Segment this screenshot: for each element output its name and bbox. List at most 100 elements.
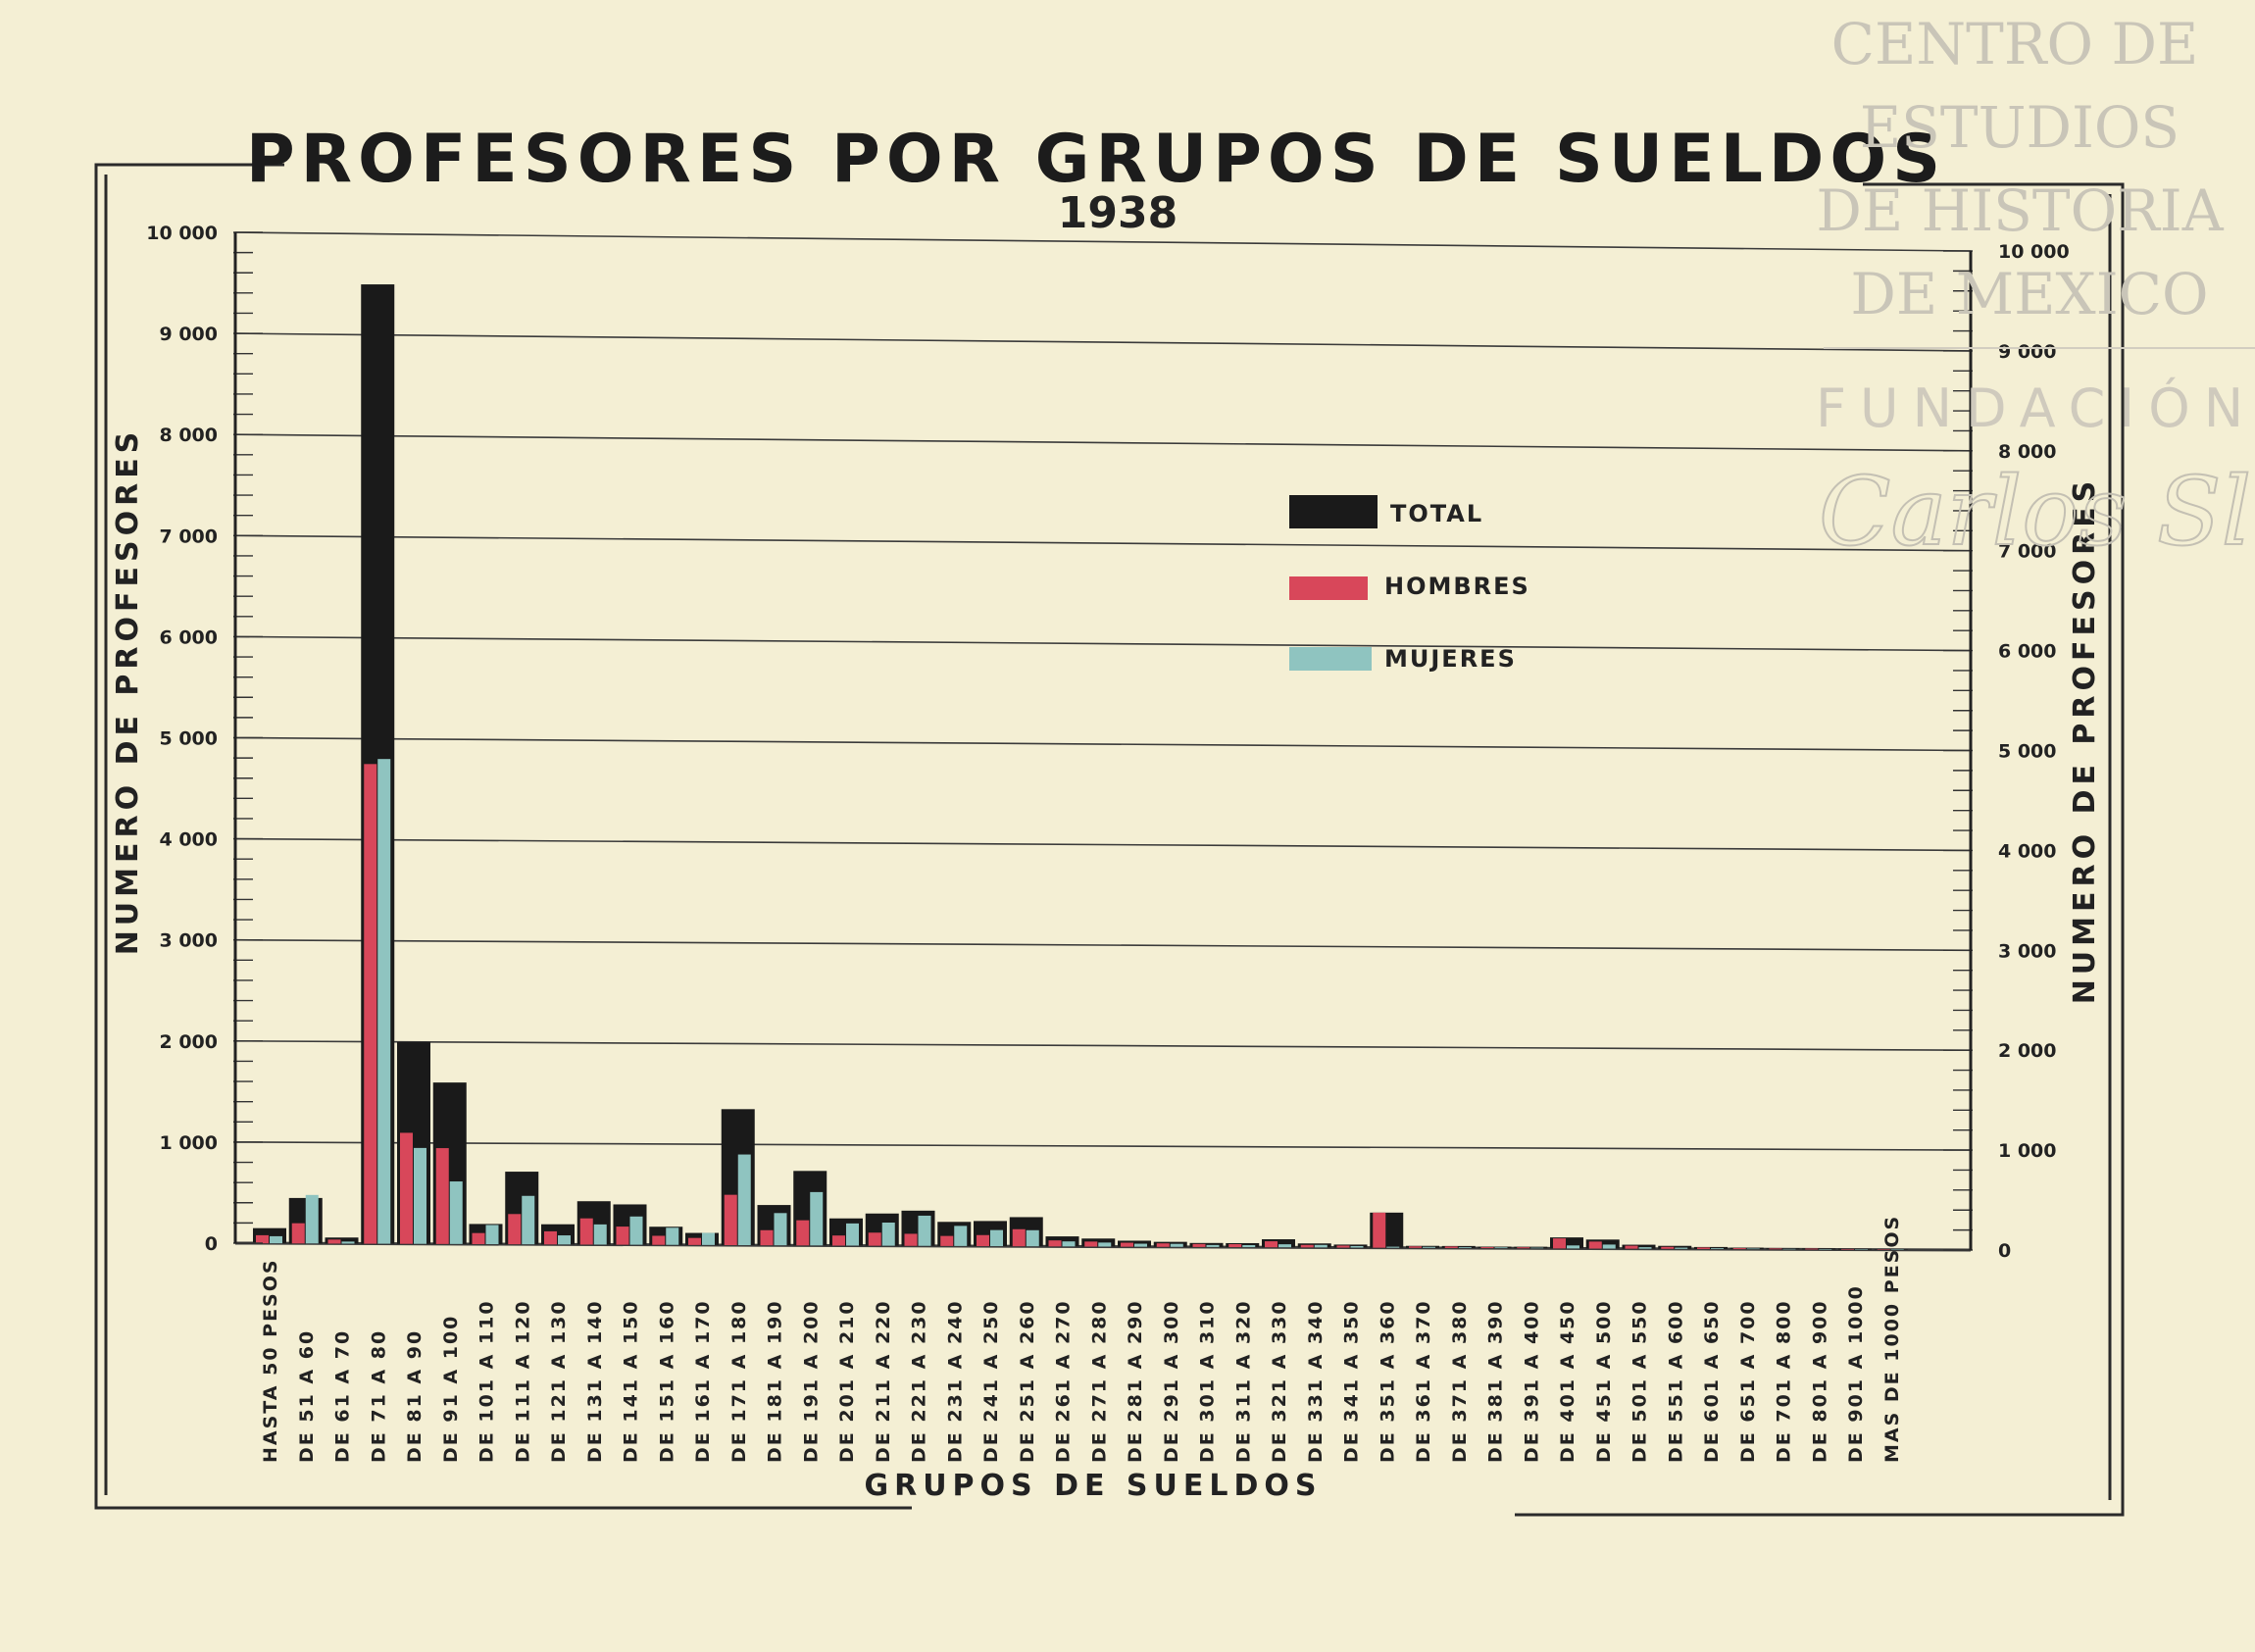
chart-subtitle: 1938 bbox=[1058, 188, 1178, 238]
gridline bbox=[234, 1141, 1972, 1151]
x-tick-label: DE 161 A 170 bbox=[692, 1299, 714, 1463]
x-tick-label: DE 71 A 80 bbox=[368, 1329, 389, 1463]
y-tick-label-left: 7 000 bbox=[160, 526, 219, 547]
legend-swatch-mujeres bbox=[1289, 647, 1372, 671]
bar-hombres bbox=[400, 1132, 413, 1244]
y-tick-label-right: 2 000 bbox=[1998, 1040, 2057, 1062]
legend-swatch-hombres bbox=[1289, 576, 1368, 600]
bar-mujeres bbox=[702, 1232, 715, 1245]
y-tick-label-left: 4 000 bbox=[160, 829, 219, 851]
x-tick-label: DE 501 A 550 bbox=[1629, 1299, 1651, 1463]
bar-mujeres bbox=[485, 1225, 499, 1245]
x-tick-label: DE 181 A 190 bbox=[765, 1299, 786, 1463]
x-tick-label: DE 351 A 360 bbox=[1377, 1299, 1398, 1463]
bar-hombres bbox=[1553, 1238, 1566, 1249]
bar-hombres bbox=[1048, 1240, 1062, 1247]
x-tick-label: MAS DE 1000 PESOS bbox=[1881, 1215, 1903, 1463]
x-tick-label: DE 111 A 120 bbox=[512, 1299, 533, 1463]
bar-mujeres bbox=[918, 1215, 931, 1246]
x-tick-label: DE 801 A 900 bbox=[1809, 1299, 1830, 1463]
gridline bbox=[234, 1241, 1972, 1252]
bar-mujeres bbox=[522, 1195, 535, 1245]
bar-mujeres bbox=[810, 1191, 824, 1246]
bar-mujeres bbox=[1890, 1249, 1904, 1250]
bar-mujeres bbox=[1242, 1245, 1256, 1248]
y-tick-label-right: 6 000 bbox=[1998, 641, 2057, 663]
gridline bbox=[234, 534, 1972, 552]
bar-hombres bbox=[1084, 1241, 1098, 1247]
bar-hombres bbox=[1841, 1248, 1854, 1250]
bar-hombres bbox=[1336, 1245, 1350, 1248]
bar-hombres bbox=[1625, 1245, 1638, 1249]
x-tick-label: DE 601 A 650 bbox=[1701, 1299, 1723, 1463]
y-tick-label-right: 7 000 bbox=[1998, 541, 2057, 563]
bar-hombres bbox=[688, 1237, 701, 1245]
x-tick-label: DE 61 A 70 bbox=[332, 1329, 354, 1463]
y-axis-label-right: NUMERO DE PROFESORES bbox=[2068, 476, 2102, 1005]
bar-hombres bbox=[1480, 1247, 1494, 1249]
bar-hombres bbox=[1769, 1248, 1782, 1250]
watermark-signature: Carlos Slim bbox=[1819, 457, 2255, 567]
bar-mujeres bbox=[414, 1147, 426, 1244]
legend: TOTAL HOMBRES MUJERES bbox=[1289, 495, 1528, 673]
bar-mujeres bbox=[737, 1154, 751, 1246]
bar-total bbox=[1729, 1247, 1764, 1250]
watermark: CENTRO DE ESTUDIOS DE HISTORIA DE MEXICO… bbox=[1816, 11, 2255, 568]
legend-swatch-total bbox=[1289, 495, 1378, 528]
bar-mujeres bbox=[1819, 1248, 1832, 1250]
bar-mujeres bbox=[990, 1229, 1003, 1247]
x-tick-label: DE 301 A 310 bbox=[1197, 1299, 1219, 1463]
bar-hombres bbox=[940, 1235, 954, 1246]
bar-hombres bbox=[1877, 1249, 1890, 1250]
x-tick-label: DE 261 A 270 bbox=[1053, 1299, 1075, 1463]
bar-mujeres bbox=[1567, 1245, 1579, 1249]
bar-hombres bbox=[364, 764, 377, 1244]
bar-total bbox=[1838, 1248, 1872, 1250]
bar-hombres bbox=[1661, 1246, 1675, 1249]
x-tick-label: DE 331 A 340 bbox=[1305, 1299, 1327, 1463]
watermark-line-4: DE MEXICO bbox=[1850, 261, 2208, 327]
bar-mujeres bbox=[1206, 1244, 1220, 1247]
bar-hombres bbox=[1517, 1247, 1530, 1249]
x-tick-label: DE 81 A 90 bbox=[404, 1329, 426, 1463]
watermark-line-1: CENTRO DE bbox=[1831, 11, 2199, 77]
bar-mujeres bbox=[305, 1194, 319, 1244]
x-tick-label: DE 131 A 140 bbox=[584, 1299, 606, 1463]
bar-mujeres bbox=[1350, 1245, 1364, 1248]
bar-hombres bbox=[1012, 1228, 1026, 1247]
x-tick-label: DE 291 A 300 bbox=[1161, 1299, 1182, 1463]
x-tick-label: DE 271 A 280 bbox=[1088, 1299, 1110, 1463]
y-tick-label-right: 9 000 bbox=[1998, 341, 2057, 363]
chart-frame bbox=[94, 163, 2125, 1517]
x-tick-label: DE 171 A 180 bbox=[728, 1299, 750, 1463]
bar-hombres bbox=[508, 1214, 522, 1245]
bar-hombres bbox=[1444, 1246, 1458, 1248]
bar-total bbox=[1262, 1239, 1295, 1248]
x-tick-label: DE 701 A 800 bbox=[1774, 1299, 1795, 1463]
x-tick-label: DE 191 A 200 bbox=[800, 1299, 822, 1463]
y-tick-label-left: 8 000 bbox=[160, 425, 219, 446]
bar-mujeres bbox=[1386, 1246, 1400, 1248]
bar-hombres bbox=[256, 1234, 269, 1244]
y-tick-label-left: 3 000 bbox=[160, 930, 219, 952]
y-tick-label-left: 10 000 bbox=[146, 223, 218, 244]
y-tick-label-right: 0 bbox=[1998, 1240, 2011, 1262]
bar-mujeres bbox=[1782, 1248, 1796, 1250]
x-tick-label: HASTA 50 PESOS bbox=[260, 1258, 281, 1463]
x-tick-label: DE 201 A 210 bbox=[836, 1299, 858, 1463]
grid-layer bbox=[234, 231, 1972, 1252]
x-tick-label: DE 241 A 250 bbox=[980, 1299, 1002, 1463]
bar-mujeres bbox=[1423, 1246, 1435, 1248]
bar-hombres bbox=[472, 1232, 485, 1245]
bar-mujeres bbox=[1062, 1241, 1076, 1247]
x-tick-label: DE 651 A 700 bbox=[1737, 1299, 1759, 1463]
bar-total bbox=[1441, 1245, 1476, 1248]
bar-mujeres bbox=[1746, 1248, 1760, 1250]
bar-mujeres bbox=[1855, 1249, 1868, 1250]
chart-title: PROFESORES POR GRUPOS DE SUELDOS bbox=[246, 121, 1946, 198]
bar-hombres bbox=[1156, 1243, 1170, 1247]
watermark-line-3: DE HISTORIA bbox=[1816, 177, 2224, 244]
bar-mujeres bbox=[270, 1235, 282, 1244]
bar-mujeres bbox=[1314, 1244, 1328, 1248]
bar-hombres bbox=[724, 1194, 737, 1246]
